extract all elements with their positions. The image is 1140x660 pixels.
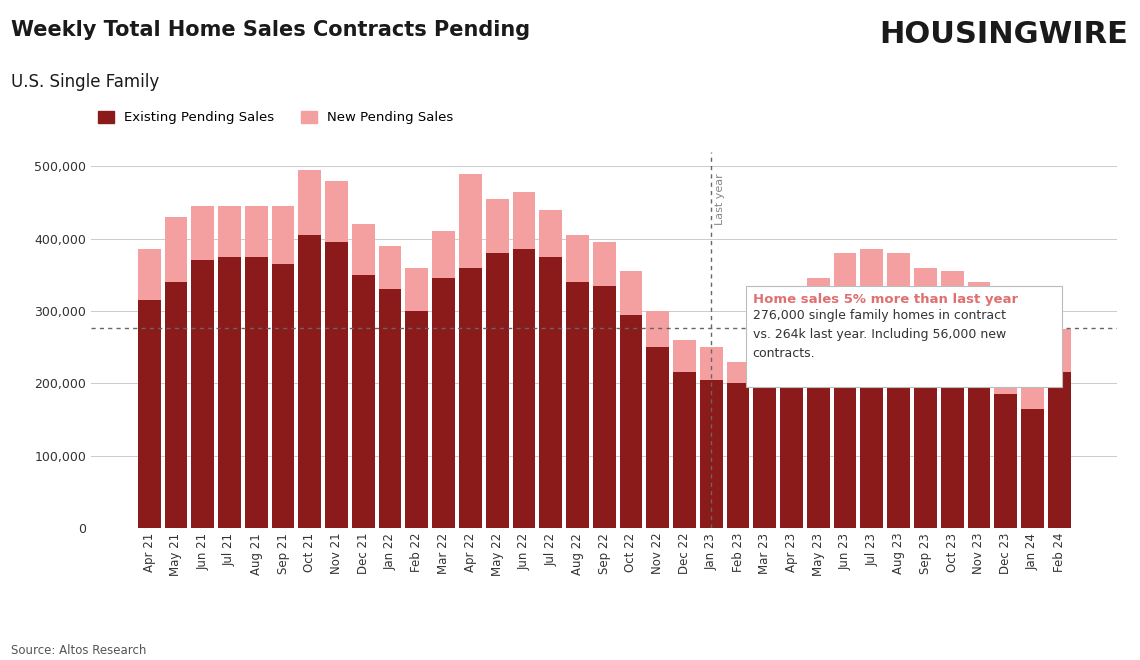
Text: 276,000 single family homes in contract
vs. 264k last year. Including 56,000 new: 276,000 single family homes in contract … <box>752 309 1005 360</box>
Bar <box>1021 350 1044 409</box>
Bar <box>807 279 830 337</box>
Bar <box>646 311 669 347</box>
Bar <box>164 217 187 282</box>
Bar <box>192 206 214 260</box>
Bar <box>1048 372 1070 528</box>
Bar <box>887 253 910 325</box>
Bar <box>378 246 401 289</box>
Bar <box>754 350 776 528</box>
Legend: Existing Pending Sales, New Pending Sales: Existing Pending Sales, New Pending Sale… <box>92 106 458 130</box>
Bar <box>486 253 508 528</box>
Text: Weekly Total Home Sales Contracts Pending: Weekly Total Home Sales Contracts Pendin… <box>11 20 530 40</box>
Bar <box>271 206 294 264</box>
Bar <box>914 337 937 528</box>
Text: Last year: Last year <box>715 174 725 225</box>
Bar <box>218 257 241 528</box>
Bar <box>406 311 429 528</box>
Bar <box>164 282 187 528</box>
Bar <box>245 206 268 257</box>
Bar <box>619 271 642 315</box>
Bar <box>754 311 776 350</box>
Bar <box>406 267 429 311</box>
Bar <box>673 372 695 528</box>
Bar <box>271 264 294 528</box>
Bar <box>994 394 1017 528</box>
Bar <box>432 279 455 528</box>
Bar <box>861 318 884 528</box>
Bar <box>673 340 695 372</box>
Bar <box>994 325 1017 394</box>
Bar <box>513 191 536 249</box>
Bar <box>914 267 937 337</box>
Bar <box>192 260 214 528</box>
Bar <box>887 325 910 528</box>
Text: U.S. Single Family: U.S. Single Family <box>11 73 160 90</box>
Text: Source: Altos Research: Source: Altos Research <box>11 644 147 657</box>
Bar <box>1048 329 1070 372</box>
Bar <box>968 282 991 362</box>
Bar <box>1021 409 1044 528</box>
Bar <box>539 210 562 257</box>
FancyBboxPatch shape <box>746 286 1061 387</box>
Bar <box>352 224 375 275</box>
Bar <box>833 318 856 528</box>
Bar <box>325 181 348 242</box>
Bar <box>593 242 616 286</box>
Bar <box>807 337 830 528</box>
Bar <box>299 170 321 235</box>
Bar <box>378 289 401 528</box>
Bar <box>567 235 589 282</box>
Text: HOUSINGWIRE: HOUSINGWIRE <box>880 20 1129 49</box>
Bar <box>138 249 161 300</box>
Bar <box>593 286 616 528</box>
Bar <box>780 350 803 528</box>
Bar <box>245 257 268 528</box>
Bar <box>459 174 482 267</box>
Bar <box>968 362 991 528</box>
Bar <box>700 379 723 528</box>
Bar <box>619 315 642 528</box>
Bar <box>940 271 963 347</box>
Bar <box>432 232 455 279</box>
Bar <box>539 257 562 528</box>
Text: Home sales 5% more than last year: Home sales 5% more than last year <box>752 293 1018 306</box>
Bar <box>486 199 508 253</box>
Bar <box>325 242 348 528</box>
Bar <box>861 249 884 318</box>
Bar <box>138 300 161 528</box>
Bar <box>352 275 375 528</box>
Bar <box>726 362 749 383</box>
Bar <box>833 253 856 318</box>
Bar <box>459 267 482 528</box>
Bar <box>780 308 803 350</box>
Bar <box>567 282 589 528</box>
Bar <box>218 206 241 257</box>
Bar <box>513 249 536 528</box>
Bar <box>700 347 723 380</box>
Bar <box>940 347 963 528</box>
Bar <box>299 235 321 528</box>
Bar <box>646 347 669 528</box>
Bar <box>726 383 749 528</box>
